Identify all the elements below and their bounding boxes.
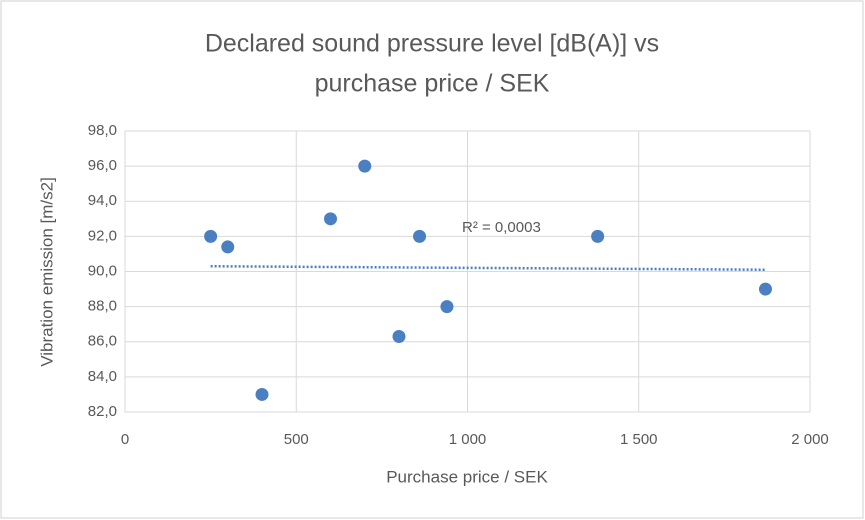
point	[591, 229, 605, 243]
trendline	[210, 264, 766, 271]
y-tick-label: 88,0	[88, 298, 117, 315]
y-tick-label: 90,0	[88, 262, 117, 279]
chart-title: Declared sound pressure level [dB(A)] vs	[205, 30, 659, 58]
y-tick-label: 84,0	[88, 368, 117, 385]
x-tick-label: 1 500	[620, 431, 658, 448]
y-tick-label: 86,0	[88, 333, 117, 350]
x-tick-label: 2 000	[791, 431, 829, 448]
x-axis-label: Purchase price / SEK	[386, 467, 548, 486]
point	[413, 229, 427, 243]
y-tick-label: 96,0	[88, 157, 117, 174]
x-tick-label: 0	[121, 431, 129, 448]
chart-title: purchase price / SEK	[315, 70, 550, 98]
trendline-label: R² = 0,0003	[462, 219, 541, 236]
point	[758, 282, 772, 296]
point	[392, 329, 406, 343]
point	[204, 229, 218, 243]
y-tick-label: 94,0	[88, 192, 117, 209]
x-tick-label: 500	[284, 431, 309, 448]
point	[440, 300, 454, 314]
point	[358, 159, 372, 173]
y-tick-label: 82,0	[88, 403, 117, 420]
y-axis-label: Vibration emission [m/s2]	[37, 177, 56, 367]
point	[255, 387, 269, 401]
x-tick-label: 1 000	[449, 431, 487, 448]
y-tick-label: 98,0	[88, 122, 117, 139]
point	[324, 212, 337, 226]
point	[221, 240, 235, 254]
y-tick-label: 92,0	[88, 227, 117, 244]
